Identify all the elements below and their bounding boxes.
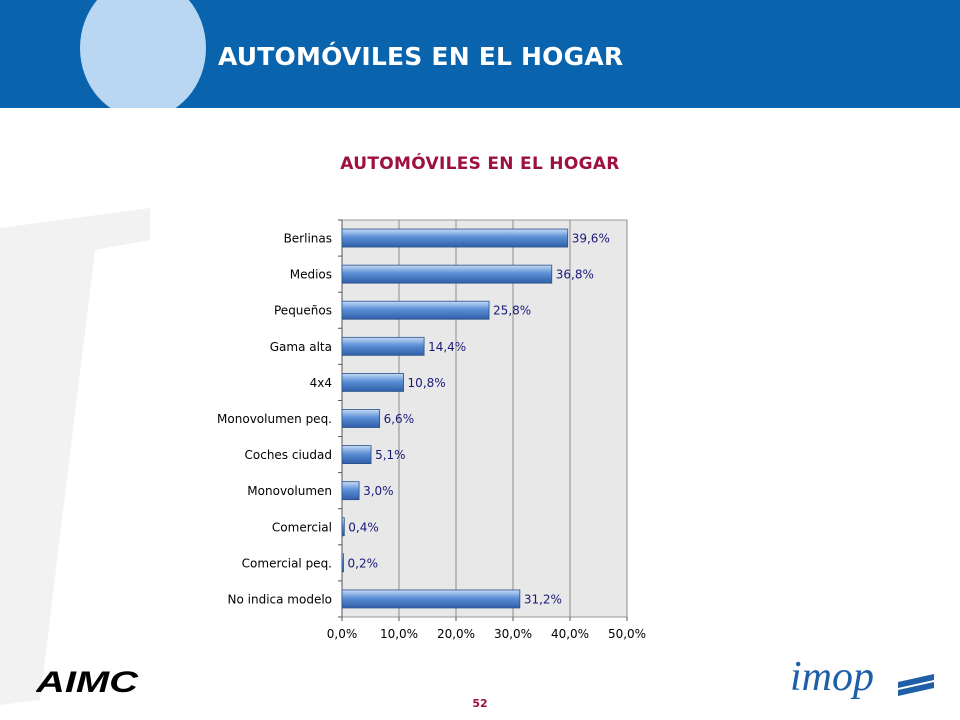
bar (341, 517, 345, 537)
x-tick-label: 20,0% (437, 627, 475, 641)
data-label: 3,0% (363, 484, 394, 498)
imop-logo: imop (790, 654, 934, 700)
header-bar: AUTOMÓVILES EN EL HOGAR (0, 0, 960, 108)
bar (341, 553, 344, 573)
bar (341, 336, 425, 356)
bar (341, 300, 490, 320)
category-label: No indica modelo (228, 592, 333, 606)
chart-title: AUTOMÓVILES EN EL HOGAR (340, 154, 620, 174)
data-label: 10,8% (408, 376, 446, 390)
header-circle-decoration (80, 0, 206, 108)
plot-area (341, 219, 628, 618)
watermark-decoration (0, 208, 150, 705)
category-label: Berlinas (284, 232, 332, 246)
page-number: 52 (472, 697, 488, 710)
bar (341, 589, 521, 609)
category-label: Pequeños (274, 304, 332, 318)
page-title: AUTOMÓVILES EN EL HOGAR (218, 42, 624, 71)
data-label: 14,4% (428, 340, 466, 354)
bar (341, 409, 381, 428)
bar (341, 264, 553, 284)
data-label: 31,2% (524, 592, 562, 606)
bar (341, 373, 404, 392)
x-tick-label: 50,0% (608, 627, 646, 641)
bar (341, 228, 569, 248)
category-label: Medios (290, 268, 332, 282)
category-label: Gama alta (270, 340, 332, 354)
x-tick-label: 10,0% (380, 627, 418, 641)
data-label: 0,4% (348, 520, 379, 534)
x-tick-label: 0,0% (327, 627, 358, 641)
data-label: 6,6% (384, 412, 415, 426)
data-label: 0,2% (348, 556, 379, 570)
category-label: Coches ciudad (245, 448, 333, 462)
svg-text:AIMC: AIMC (36, 666, 140, 696)
category-label: Monovolumen peq. (217, 412, 332, 426)
bar (341, 481, 360, 501)
data-label: 36,8% (556, 268, 594, 282)
x-tick-label: 40,0% (551, 627, 589, 641)
category-label: Comercial (272, 520, 332, 534)
data-label: 25,8% (493, 304, 531, 318)
category-label: 4x4 (310, 376, 332, 390)
svg-text:imop: imop (790, 654, 874, 700)
category-label: Monovolumen (247, 484, 332, 498)
bar (341, 445, 372, 464)
aimc-logo: AIMC (36, 666, 140, 696)
category-label: Comercial peq. (242, 556, 332, 570)
data-label: 5,1% (375, 448, 406, 462)
x-tick-label: 30,0% (494, 627, 532, 641)
data-label: 39,6% (572, 232, 610, 246)
